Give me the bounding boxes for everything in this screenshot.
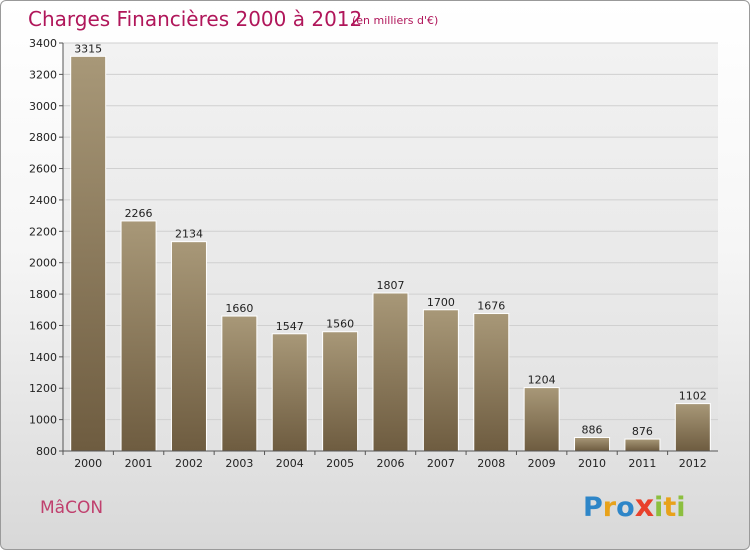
bar-2002: [170, 241, 207, 452]
bars-group: 3315 2266 2134 1660 1547 1560 1807 1700 1676 1204…: [70, 42, 711, 452]
value-label: 886: [582, 424, 603, 437]
y-tick-label: 1000: [29, 414, 57, 427]
value-label: 1102: [679, 390, 707, 403]
x-tick-label: 2003: [225, 457, 253, 470]
y-tick-label: 2200: [29, 225, 57, 238]
y-tick-label: 2600: [29, 163, 57, 176]
logo-letter: r: [602, 492, 617, 523]
bar-2000: [70, 55, 107, 452]
x-tick-label: 2009: [528, 457, 556, 470]
y-tick-label: 800: [36, 445, 57, 458]
value-label: 2134: [175, 228, 203, 241]
logo-letter: x: [634, 489, 655, 524]
x-tick-label: 2004: [276, 457, 304, 470]
bar-2008: [473, 313, 510, 452]
logo-letter: i: [654, 492, 664, 523]
bar-2011: [624, 438, 661, 452]
commune-name: MâCON: [40, 498, 104, 518]
y-tick-label: 1600: [29, 319, 57, 332]
y-tick-label: 2800: [29, 131, 57, 144]
y-tick-label: 2400: [29, 194, 57, 207]
bar-2007: [422, 309, 459, 452]
x-tick-label: 2008: [477, 457, 505, 470]
y-tick-label: 1800: [29, 288, 57, 301]
y-tick-label: 1400: [29, 351, 57, 364]
chart-subtitle: (en milliers d'€): [352, 14, 439, 27]
bar-2009: [523, 387, 560, 452]
value-label: 1807: [377, 279, 405, 292]
value-label: 2266: [125, 207, 153, 220]
x-axis: 2000 2001 2002 2003 2004 2005 2006 2007 2008 2009…: [62, 450, 718, 470]
bar-2006: [372, 292, 409, 452]
x-tick-label: 2010: [578, 457, 606, 470]
value-label: 876: [632, 425, 653, 438]
y-tick-label: 1200: [29, 382, 57, 395]
y-tick-label: 3200: [29, 68, 57, 81]
proxiti-logo[interactable]: Proxiti: [583, 489, 686, 524]
x-tick-label: 2000: [74, 457, 102, 470]
chart-title: Charges Financières 2000 à 2012: [28, 7, 363, 31]
x-tick-label: 2006: [377, 457, 405, 470]
bar-2012: [674, 403, 711, 452]
x-tick-label: 2012: [679, 457, 707, 470]
value-label: 1660: [225, 302, 253, 315]
y-axis: 800 1000 1200 1400 1600 1800 2000 2200 2400 2600 2…: [29, 37, 64, 458]
bar-2003: [221, 315, 258, 452]
logo-letter: P: [583, 492, 603, 523]
logo-letter: t: [663, 492, 677, 523]
bar-2004: [271, 333, 308, 452]
value-label: 1547: [276, 320, 304, 333]
x-tick-label: 2005: [326, 457, 354, 470]
bar-2010: [574, 437, 611, 452]
bar-2001: [120, 220, 157, 452]
value-label: 1700: [427, 296, 455, 309]
x-tick-label: 2007: [427, 457, 455, 470]
value-label: 1676: [477, 300, 505, 313]
logo-letter: o: [616, 492, 635, 523]
x-tick-label: 2011: [628, 457, 656, 470]
y-tick-label: 2000: [29, 257, 57, 270]
x-tick-label: 2001: [125, 457, 153, 470]
x-tick-label: 2002: [175, 457, 203, 470]
bar-2005: [322, 331, 359, 452]
y-tick-label: 3000: [29, 100, 57, 113]
value-label: 3315: [74, 42, 102, 55]
value-label: 1204: [528, 374, 556, 387]
y-tick-label: 3400: [29, 37, 57, 50]
logo-letter: i: [676, 492, 686, 523]
value-label: 1560: [326, 318, 354, 331]
